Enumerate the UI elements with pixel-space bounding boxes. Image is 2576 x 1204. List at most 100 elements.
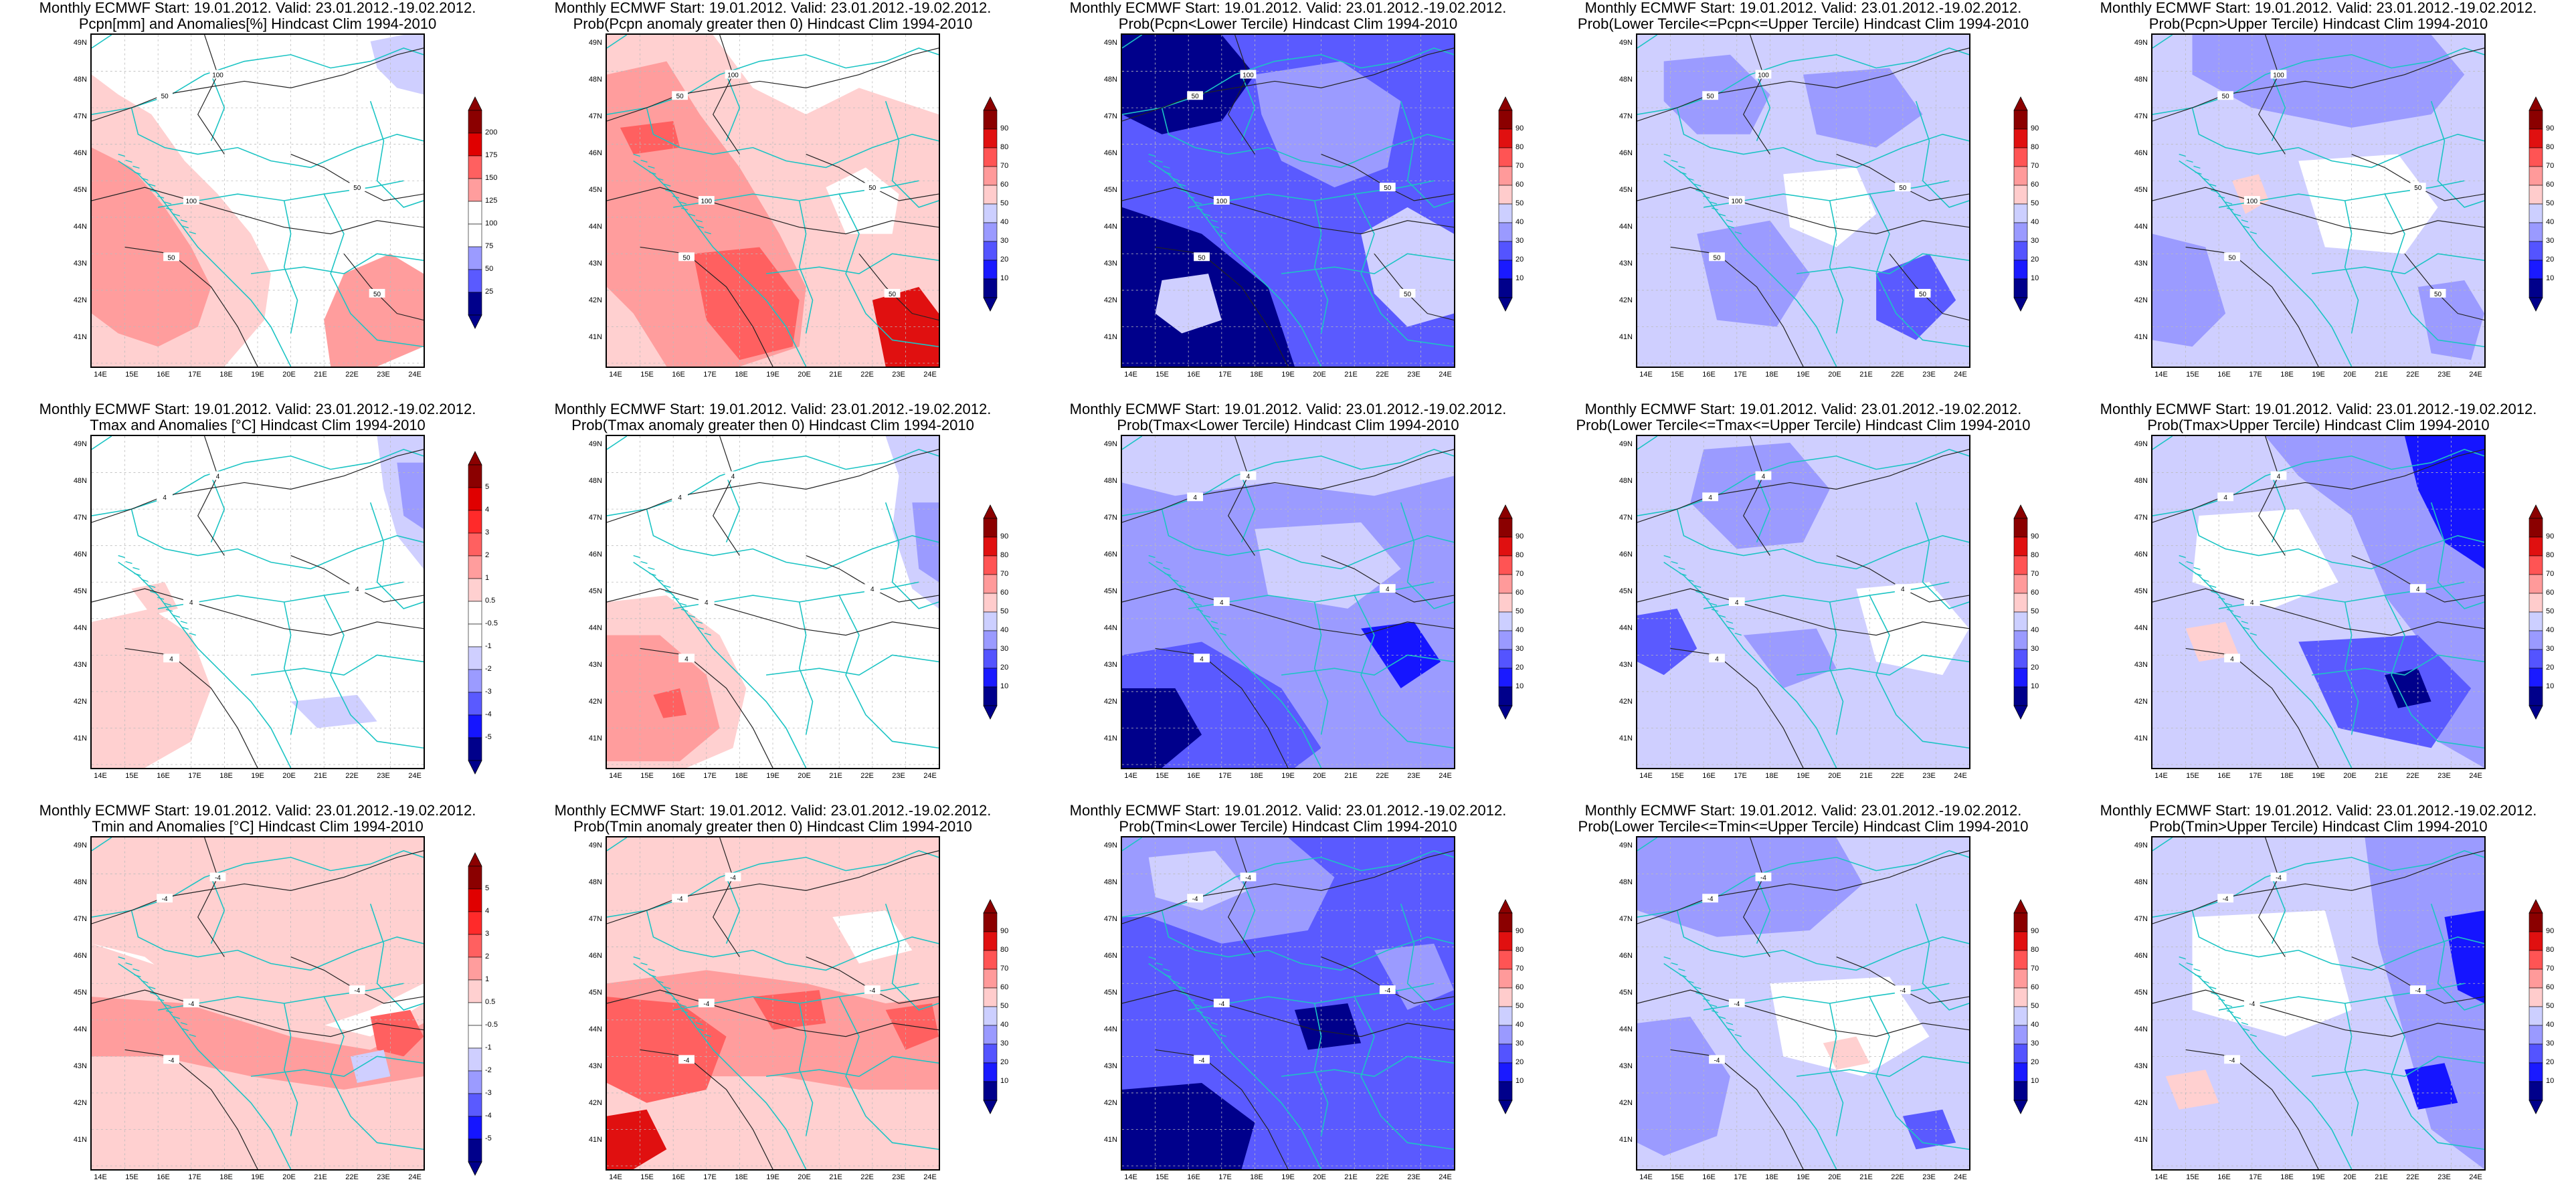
latitude-tick-label: 44N <box>2134 1025 2148 1033</box>
colorbar-segment <box>468 888 482 912</box>
panel-subtitle: Prob(Lower Tercile<=Pcpn<=Upper Tercile)… <box>1577 15 2029 32</box>
probability-warm-spot <box>2185 621 2239 662</box>
contour-label: 4 <box>1386 586 1390 593</box>
contour-line <box>1637 449 1969 523</box>
colorbar-label: 60 <box>1515 983 1524 991</box>
map-canvas: 4 4 4 4 4 <box>1122 436 1454 768</box>
probability-max-centre <box>1294 1003 1362 1050</box>
colorbar-label: 3 <box>485 528 490 536</box>
colorbar-segment <box>1498 222 1513 242</box>
latitude-tick-label: 47N <box>73 112 87 120</box>
longitude-tick-label: 19E <box>2312 1173 2325 1181</box>
negative-anomaly-core <box>397 462 424 529</box>
colorbar-segment <box>983 1081 998 1101</box>
border-line <box>646 910 939 971</box>
border-line <box>323 595 424 749</box>
longitude-tick-label: 15E <box>2186 1173 2199 1181</box>
border-line <box>1122 47 1454 115</box>
colorbar-segment <box>2013 574 2028 594</box>
colorbar-segment <box>2013 260 2028 280</box>
colorbar-segment <box>983 931 998 951</box>
forecast-panel: Monthly ECMWF Start: 19.01.2012. Valid: … <box>2061 803 2576 1204</box>
colorbar-segment <box>983 536 998 557</box>
contour-label: -4 <box>1245 874 1251 882</box>
colorbar-segment <box>468 269 482 293</box>
contour-line <box>1743 436 1770 556</box>
latitude-tick-label: 47N <box>588 915 602 923</box>
latitude-tick-label: 49N <box>588 440 602 448</box>
latitude-tick-label: 43N <box>588 260 602 268</box>
probability-mid-west <box>2152 233 2226 347</box>
forecast-map: 50 100 50 50 100 50 <box>1121 33 1455 368</box>
probability-high-northeast <box>2404 436 2484 569</box>
latitude-tick-label: 42N <box>73 1099 87 1107</box>
longitude-tick-label: 20E <box>1828 772 1841 780</box>
border-line <box>2152 837 2173 851</box>
latitude-tick-label: 42N <box>588 296 602 304</box>
border-line <box>2430 903 2484 1011</box>
colorbar-segment <box>1498 147 1513 167</box>
colorbar-label: 30 <box>2031 1039 2039 1047</box>
border-line <box>1122 837 1143 851</box>
probability-mid-northeast <box>1803 68 1923 148</box>
panel-title: Monthly ECMWF Start: 19.01.2012. Valid: … <box>2100 0 2537 16</box>
map-canvas: 4 4 4 4 4 <box>2152 436 2484 768</box>
contour-line <box>92 449 424 523</box>
border-line <box>92 837 112 851</box>
contour-line <box>197 35 225 155</box>
latitude-tick-label: 46N <box>1619 550 1633 559</box>
longitude-tick-label: 14E <box>94 371 107 379</box>
border-line <box>1915 502 1969 609</box>
colorbar-segment <box>2528 950 2543 970</box>
border-line <box>2152 47 2484 115</box>
latitude-tick-label: 43N <box>588 661 602 669</box>
colorbar-segment <box>468 246 482 270</box>
colorbar-segment <box>468 957 482 981</box>
latitude-tick-label: 45N <box>1103 186 1117 194</box>
colorbar-label: 90 <box>2031 124 2039 132</box>
contour-label: 4 <box>1220 599 1224 607</box>
latitude-tick-label: 42N <box>588 1099 602 1107</box>
colorbar-segment <box>2528 260 2543 280</box>
longitude-tick-label: 17E <box>703 1173 717 1181</box>
colorbar-segment <box>468 669 482 693</box>
colorbar-label: 90 <box>2031 927 2039 935</box>
contour-label: 4 <box>731 473 735 480</box>
longitude-tick-label: 22E <box>1891 1173 1904 1181</box>
contour-line <box>1670 647 1804 768</box>
forecast-map: 4 4 4 4 4 <box>2151 435 2486 769</box>
latitude-tick-label: 48N <box>1103 477 1117 485</box>
panel-title: Monthly ECMWF Start: 19.01.2012. Valid: … <box>1069 802 1507 819</box>
contour-line <box>2185 246 2319 367</box>
border-line <box>2344 1003 2359 1136</box>
border-line <box>1161 910 1454 971</box>
latitude-tick-label: 43N <box>73 1062 87 1070</box>
border-line <box>1354 996 1454 1150</box>
colorbar-label: 70 <box>1000 965 1009 973</box>
colorbar-label: 90 <box>2546 532 2555 540</box>
latitude-tick-label: 43N <box>1619 260 1633 268</box>
longitude-tick-label: 22E <box>2406 1173 2419 1181</box>
colorbar-label: 40 <box>2546 626 2555 634</box>
colorbar-label: 40 <box>2031 218 2039 226</box>
latitude-tick-label: 41N <box>1103 734 1117 742</box>
longitude-tick-label: 14E <box>609 772 622 780</box>
colorbar-label: 30 <box>2546 1039 2555 1047</box>
colorbar-segment <box>1498 611 1513 631</box>
latitude-tick-label: 45N <box>1103 989 1117 997</box>
longitude-tick-label: 18E <box>1250 1173 1263 1181</box>
colorbar-label: 20 <box>1515 664 1524 672</box>
contour-label: 50 <box>676 93 684 100</box>
colorbar-label: 90 <box>1000 927 1009 935</box>
latitude-tick-label: 46N <box>1103 550 1117 559</box>
colorbar-segment <box>2013 555 2028 575</box>
colorbar-segment <box>983 593 998 613</box>
contour-label: 4 <box>2277 473 2281 480</box>
longitude-tick-label: 19E <box>1797 371 1810 379</box>
colorbar-label: 50 <box>1515 199 1524 207</box>
forecast-map: -4 -4 -4 -4 -4 <box>2151 836 2486 1171</box>
forecast-map: 4 4 4 4 4 <box>90 435 425 769</box>
colorbar-label: 20 <box>2031 256 2039 264</box>
longitude-tick-label: 14E <box>1639 1173 1653 1181</box>
colorbar-segment <box>2528 536 2543 557</box>
